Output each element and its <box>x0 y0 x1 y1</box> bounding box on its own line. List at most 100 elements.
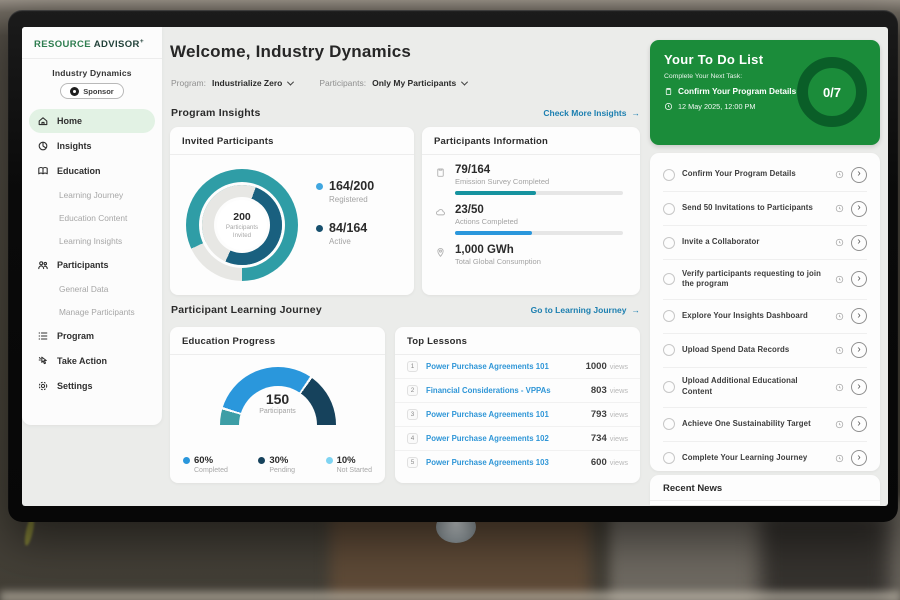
sidebar-item-label: Settings <box>57 381 93 392</box>
task-checkbox[interactable] <box>663 168 675 181</box>
task-checkbox[interactable] <box>663 418 675 431</box>
task-label: Invite a Collaborator <box>682 237 760 247</box>
task-row[interactable]: Invite a Collaborator › <box>663 226 867 260</box>
sidebar-item[interactable]: Manage Participants <box>29 301 155 323</box>
invited-donut-center: 200 Participants Invited <box>217 200 267 250</box>
org-name: Industry Dynamics <box>52 68 132 79</box>
lesson-link[interactable]: Power Purchase Agreements 101 <box>426 362 549 371</box>
task-info-icon[interactable] <box>835 204 844 213</box>
participants-filter-label: Participants: <box>319 78 367 88</box>
sidebar-item[interactable]: Participants <box>29 253 155 277</box>
task-label: Send 50 Invitations to Participants <box>682 203 813 213</box>
program-filter-label: Program: <box>171 78 206 88</box>
legend-value: 164/200 <box>329 179 375 193</box>
task-row[interactable]: Confirm Your Program Details › <box>663 158 867 192</box>
chevron-right-icon: › <box>857 272 861 284</box>
task-checkbox[interactable] <box>663 202 675 215</box>
legend-dot <box>325 457 333 464</box>
sidebar-item[interactable]: Settings <box>29 374 155 398</box>
task-go-button[interactable]: › <box>851 166 867 183</box>
legend-label: Pending <box>269 467 296 474</box>
sidebar-item[interactable]: General Data <box>29 278 155 300</box>
task-go-button[interactable]: › <box>851 379 867 396</box>
sidebar-item[interactable]: Learning Insights <box>29 230 155 252</box>
task-row[interactable]: Send 50 Invitations to Participants › <box>663 192 867 226</box>
task-checkbox[interactable] <box>663 452 675 465</box>
legend-item: 84/164 Active <box>316 221 374 246</box>
education-icon <box>37 165 49 177</box>
sidebar-item[interactable]: Program <box>29 324 155 348</box>
task-go-button[interactable]: › <box>851 450 867 467</box>
info-value: 23/50 <box>455 204 484 216</box>
task-go-button[interactable]: › <box>851 200 867 217</box>
todo-tasks-list: Confirm Your Program Details › Send 50 I… <box>663 158 867 476</box>
progress-bar <box>455 191 623 195</box>
lesson-link[interactable]: Financial Considerations - VPPAs <box>426 386 551 395</box>
learning-journey-title: Participant Learning Journey <box>171 304 322 316</box>
lesson-link[interactable]: Power Purchase Agreements 103 <box>426 458 549 467</box>
participants-icon <box>37 259 49 271</box>
todo-summary-card: Your To Do List Complete Your Next Task:… <box>650 40 880 145</box>
sidebar-item[interactable]: Take Action <box>29 349 155 373</box>
task-go-button[interactable]: › <box>851 271 867 288</box>
task-info-icon[interactable] <box>835 170 844 179</box>
insights-icon <box>37 140 49 152</box>
sidebar-item[interactable]: Insights <box>29 134 155 158</box>
sidebar-item[interactable]: Education <box>29 159 155 183</box>
task-info-icon[interactable] <box>835 312 844 321</box>
task-checkbox[interactable] <box>663 344 675 357</box>
info-value: 79/164 <box>455 164 491 176</box>
sidebar-item[interactable]: Home <box>29 109 155 134</box>
sidebar-item-label: Learning Journey <box>59 190 124 201</box>
org-section: Industry Dynamics Sponsor <box>22 68 162 100</box>
task-info-icon[interactable] <box>835 383 844 392</box>
program-icon <box>37 330 49 342</box>
lesson-views: 803 <box>590 385 607 396</box>
task-label: Confirm Your Program Details <box>682 169 796 179</box>
chevron-right-icon: › <box>857 343 861 355</box>
task-row[interactable]: Upload Additional Educational Content › <box>663 368 867 408</box>
lesson-link[interactable]: Power Purchase Agreements 102 <box>426 434 549 443</box>
sidebar-item[interactable]: Education Content <box>29 207 155 229</box>
participants-filter[interactable]: Participants: Only My Participants <box>319 78 469 88</box>
task-go-button[interactable]: › <box>851 416 867 433</box>
lesson-link[interactable]: Power Purchase Agreements 101 <box>426 410 549 419</box>
task-checkbox[interactable] <box>663 381 675 394</box>
sidebar-item-label: Education <box>57 166 101 177</box>
check-more-insights-link[interactable]: Check More Insights → <box>543 108 640 118</box>
sidebar-item[interactable]: Learning Journey <box>29 184 155 206</box>
legend-value: 84/164 <box>329 221 368 235</box>
task-info-icon[interactable] <box>835 238 844 247</box>
learning-journey-header: Participant Learning Journey Go to Learn… <box>171 304 640 316</box>
task-info-icon[interactable] <box>835 420 844 429</box>
legend-item: 164/200 Registered <box>316 179 374 204</box>
program-filter[interactable]: Program: Industrialize Zero <box>171 78 295 88</box>
sponsor-badge[interactable]: Sponsor <box>60 83 124 100</box>
go-to-learning-journey-link[interactable]: Go to Learning Journey → <box>531 305 640 315</box>
task-go-button[interactable]: › <box>851 308 867 325</box>
task-checkbox[interactable] <box>663 273 675 286</box>
info-label: Actions Completed <box>455 217 518 226</box>
survey-icon <box>435 164 447 195</box>
sidebar-item-label: General Data <box>59 284 109 295</box>
sidebar-item-label: Program <box>57 331 95 342</box>
task-row[interactable]: Achieve One Sustainability Target › <box>663 408 867 442</box>
task-row[interactable]: Upload Spend Data Records › <box>663 334 867 368</box>
task-row[interactable]: Explore Your Insights Dashboard › <box>663 300 867 334</box>
task-info-icon[interactable] <box>835 275 844 284</box>
legend-item: 10% Not Started <box>325 455 372 474</box>
task-go-button[interactable]: › <box>851 342 867 359</box>
task-info-icon[interactable] <box>835 346 844 355</box>
sidebar-item-label: Participants <box>57 260 109 271</box>
top-lessons-rows: 1 Power Purchase Agreements 101 1000 view… <box>395 355 640 474</box>
task-row[interactable]: Complete Your Learning Journey › <box>663 442 867 476</box>
task-go-button[interactable]: › <box>851 234 867 251</box>
task-row[interactable]: Verify participants requesting to join t… <box>663 260 867 300</box>
task-info-icon[interactable] <box>835 454 844 463</box>
lesson-rank: 4 <box>407 433 418 444</box>
logo-advisor: ADVISOR <box>93 39 140 51</box>
wall-shadow <box>760 512 890 600</box>
task-checkbox[interactable] <box>663 310 675 323</box>
arrow-right-icon: → <box>631 305 641 315</box>
task-checkbox[interactable] <box>663 236 675 249</box>
